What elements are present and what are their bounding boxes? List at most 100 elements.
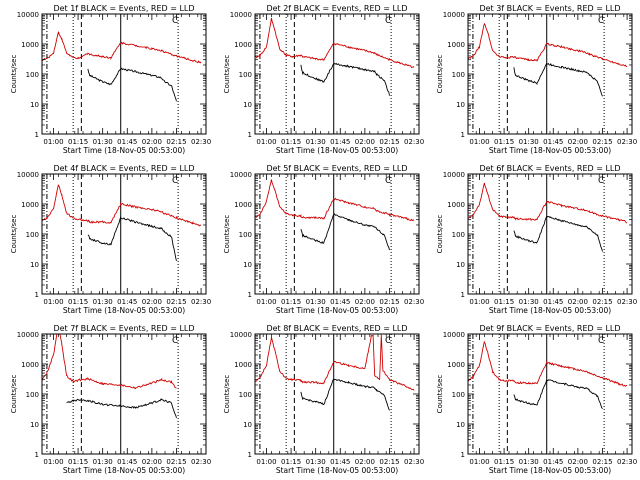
y-tick-label: 10000 [17,331,39,339]
x-axis-label: Start Time (18-Nov-05 00:53:00) [276,306,398,315]
x-tick-label: 01:00 [256,458,276,466]
y-tick-label: 10000 [17,11,39,19]
x-tick-label: 01:45 [543,458,563,466]
x-tick-label: 01:00 [43,458,63,466]
y-tick-label: 10 [243,101,252,109]
events-series-line [87,67,177,102]
x-tick-label: 01:15 [494,138,514,146]
lld-series-line [468,341,628,387]
y-tick-label: 10000 [17,171,39,179]
x-tick-label: 01:00 [469,138,489,146]
x-tick-label: 01:00 [43,138,63,146]
y-tick-label: 10000 [443,11,465,19]
y-tick-label: 10000 [443,171,465,179]
plot-frame [254,333,420,455]
x-axis-label: Start Time (18-Nov-05 00:53:00) [276,466,398,475]
y-tick-label: 1000 [234,201,252,209]
panel-title: Det 1f BLACK = Events, RED = LLD [53,4,194,13]
x-tick-label: 01:30 [93,298,113,306]
y-tick-label: 1 [461,451,465,459]
x-tick-label: 01:45 [543,298,563,306]
panel-3: Det 3f BLACK = Events, RED = LLD C 1 10 100 1… [436,4,637,155]
x-tick-label: 02:15 [379,138,399,146]
corner-label: C [385,176,391,186]
x-tick-label: 02:00 [568,138,588,146]
x-tick-label: 02:30 [191,138,211,146]
panel-title: Det 4f BLACK = Events, RED = LLD [53,164,194,173]
y-tick-label: 1 [248,451,252,459]
y-tick-label: 10 [30,101,39,109]
x-tick-label: 02:15 [592,138,612,146]
x-tick-label: 02:30 [617,298,637,306]
y-tick-label: 100 [239,71,252,79]
y-tick-label: 100 [26,391,39,399]
panel-7: Det 7f BLACK = Events, RED = LLD C 1 10 100 1… [10,324,211,475]
x-axis-label: Start Time (18-Nov-05 00:53:00) [63,306,185,315]
x-tick-label: 02:00 [142,298,162,306]
panel-1: Det 1f BLACK = Events, RED = LLD C 1 10 100 1… [10,4,211,155]
y-tick-label: 1000 [21,201,39,209]
corner-label: C [598,336,604,346]
lld-series-line [468,182,628,224]
x-tick-label: 01:00 [256,138,276,146]
plot-frame [467,333,633,455]
x-tick-label: 01:30 [519,138,539,146]
x-axis-label: Start Time (18-Nov-05 00:53:00) [63,466,185,475]
x-tick-label: 01:30 [519,458,539,466]
x-tick-label: 02:15 [379,458,399,466]
x-tick-label: 02:15 [166,298,186,306]
plot-frame [254,13,420,135]
corner-label: C [172,176,178,186]
x-tick-label: 01:45 [543,138,563,146]
events-series-line [66,398,177,419]
y-tick-label: 10000 [230,331,252,339]
y-tick-label: 1 [35,131,39,139]
plot-frame [41,13,207,135]
corner-label: C [172,336,178,346]
x-tick-label: 01:15 [68,298,88,306]
events-series-line [513,62,603,97]
y-tick-label: 10000 [230,11,252,19]
y-tick-label: 1 [248,291,252,299]
plot-frame [254,173,420,295]
y-tick-label: 1 [35,291,39,299]
y-tick-label: 1000 [234,41,252,49]
panel-title: Det 8f BLACK = Events, RED = LLD [266,324,407,333]
x-tick-label: 01:15 [494,458,514,466]
x-tick-label: 01:15 [494,298,514,306]
x-tick-label: 01:15 [281,298,301,306]
panel-title: Det 9f BLACK = Events, RED = LLD [479,324,620,333]
x-tick-label: 01:45 [330,298,350,306]
corner-label: C [598,176,604,186]
lld-series-line [468,22,628,68]
y-tick-label: 10 [30,421,39,429]
y-tick-label: 1 [35,451,39,459]
x-tick-label: 02:15 [592,298,612,306]
x-tick-label: 01:15 [281,458,301,466]
panel-title: Det 3f BLACK = Events, RED = LLD [479,4,620,13]
x-tick-label: 01:45 [117,458,137,466]
plot-frame [467,13,633,135]
y-tick-label: 10000 [443,331,465,339]
x-tick-label: 01:30 [93,458,113,466]
corner-label: C [385,16,391,26]
events-series-line [300,62,390,96]
x-tick-label: 01:00 [469,458,489,466]
x-tick-label: 01:00 [256,298,276,306]
y-tick-label: 100 [26,71,39,79]
y-tick-label: 10 [456,101,465,109]
panel-2: Det 2f BLACK = Events, RED = LLD C 1 10 100 1… [223,4,424,155]
y-tick-label: 100 [239,231,252,239]
y-tick-label: 100 [452,391,465,399]
y-tick-label: 10 [30,261,39,269]
x-tick-label: 01:30 [519,298,539,306]
events-series-line [300,213,390,251]
y-axis-label: Counts/sec [10,215,18,254]
events-series-line [300,378,390,411]
x-axis-label: Start Time (18-Nov-05 00:53:00) [276,146,398,155]
y-tick-label: 10 [456,421,465,429]
events-series-line [513,215,603,252]
panel-title: Det 5f BLACK = Events, RED = LLD [266,164,407,173]
y-axis-label: Counts/sec [223,215,231,254]
